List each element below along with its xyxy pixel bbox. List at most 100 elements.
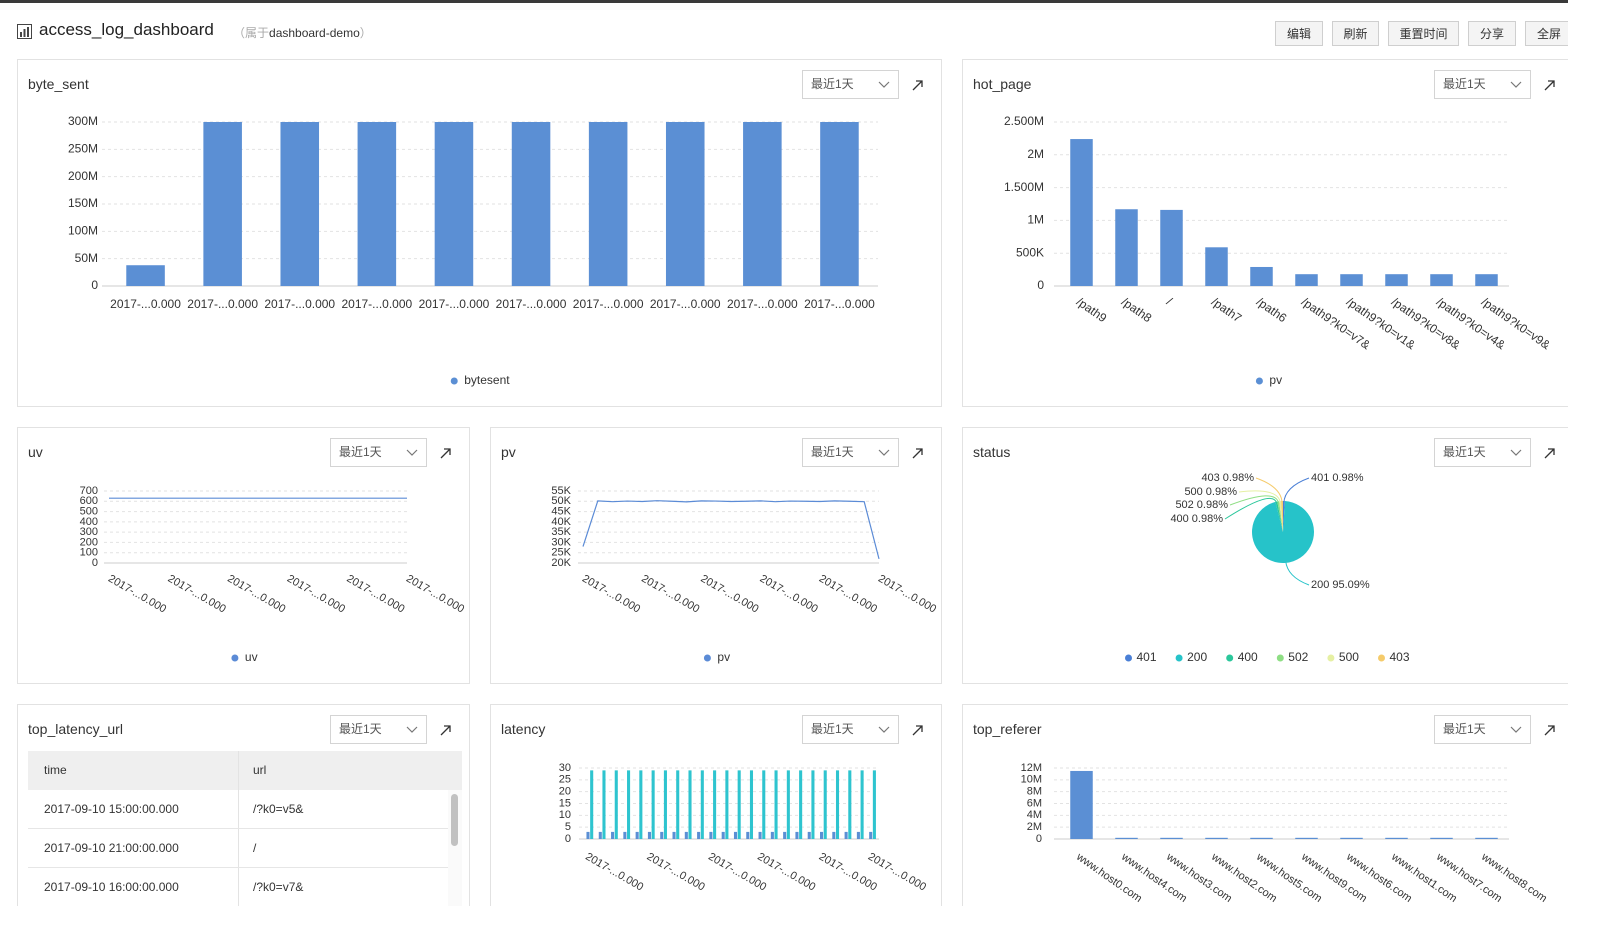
y-tick-label: 1.500M [1004,180,1044,194]
panel: 0 100 200 300 400 500 600 700 2017-...0.000 2017-… [17,427,470,684]
y-tick-label: 200M [68,169,98,183]
bar [672,831,676,839]
toolbar-button[interactable]: 编辑 [1275,21,1323,46]
x-tick-label: 2017-...0.000 [698,573,760,616]
leader-line [1224,497,1278,520]
legend-label[interactable]: 403 [1390,650,1410,664]
expand-icon[interactable] [1544,79,1556,91]
time-range-label: 最近1天 [811,722,854,736]
bar [823,770,827,839]
time-range-dropdown[interactable]: 最近1天 [330,715,427,744]
expand-icon[interactable] [1544,447,1556,459]
panel-title: status [973,444,1011,460]
column-header[interactable]: time [44,763,67,777]
legend-label[interactable]: 500 [1339,650,1359,664]
leader-line [1255,477,1283,504]
bar [1160,209,1183,286]
slice-category: 502 [1175,499,1193,511]
time-range-dropdown[interactable]: 最近1天 [802,70,899,99]
bar [709,831,713,839]
bar [614,770,618,839]
expand-icon[interactable] [912,447,924,459]
bar [280,122,320,286]
bar [651,770,655,839]
time-range-dropdown[interactable]: 最近1天 [330,438,427,467]
time-range-dropdown[interactable]: 最近1天 [802,438,899,467]
bar [1430,274,1453,286]
expand-icon[interactable] [440,447,452,459]
bar [635,831,639,839]
dashboard-icon [17,24,32,39]
chevron [1510,81,1522,88]
bar [1115,837,1138,839]
y-tick-label: 0 [1036,833,1042,845]
slice-value: 95.09% [1332,579,1370,591]
x-tick-label: /path8 [1119,295,1155,326]
dropdown-chevron [878,726,890,733]
toolbar-button[interactable]: 重置时间 [1388,21,1459,46]
panel-title: latency [501,721,546,737]
x-tick-label: /path6 [1254,295,1290,326]
time-range-dropdown[interactable]: 最近1天 [1434,438,1531,467]
slice-category: 401 [1311,472,1329,484]
expand-icon[interactable] [912,724,924,736]
owner-link[interactable]: dashboard-demo [269,26,360,40]
toolbar-button[interactable]: 刷新 [1332,21,1379,46]
bar [811,770,815,839]
panel-canvas: 20K25K30K35K40K45K50K55K2017-...0.000201… [551,485,938,664]
bar [733,831,738,839]
bar [586,831,590,839]
x-tick-label: 2017-...0.000 [106,573,168,616]
bar [684,831,688,839]
table-cell: /?k0=v5& [253,802,304,816]
bar [860,770,864,839]
legend-label[interactable]: 400 [1238,650,1258,664]
slice-value: 0.98% [1197,499,1228,511]
dropdown-chevron [878,449,890,456]
bar [869,831,873,839]
x-tick-label: 2017-...0.000 [650,297,721,311]
legend-dot [703,654,711,662]
x-tick-label: 2017-...0.000 [166,573,228,616]
legend-label[interactable]: pv [717,650,730,664]
slice-category: 500 [1184,486,1202,498]
time-range-dropdown[interactable]: 最近1天 [802,715,899,744]
slice-value: 0.98% [1332,472,1363,484]
y-tick-label: 15 [559,797,571,809]
expand-icon[interactable] [1544,724,1556,736]
column-header[interactable]: url [253,763,267,777]
expand-arrow [1544,80,1555,91]
slice-label: 403 0.98% [1201,472,1254,484]
y-tick-label: 10M [1021,774,1042,786]
legend-label[interactable]: 401 [1137,650,1157,664]
time-range-dropdown[interactable]: 最近1天 [1434,70,1531,99]
expand-icon[interactable] [440,724,452,736]
bar [783,831,787,839]
row-border [28,867,448,868]
time-range-dropdown[interactable]: 最近1天 [1434,715,1531,744]
bar [713,770,717,839]
panel-canvas: 401 0.98%200 95.09%400 0.98%502 0.98%500 0.98… [1125,472,1410,664]
y-tick-label: 250M [68,142,98,156]
legend-label[interactable]: 502 [1288,650,1308,664]
table-cell: / [253,841,257,855]
y-tick-label: 5 [565,821,571,833]
bar [660,831,664,839]
expand-arrow [912,725,923,736]
bar [807,831,811,839]
toolbar-button[interactable]: 分享 [1468,21,1516,46]
legend: bytesent [450,373,510,387]
toolbar-button[interactable]: 全屏 [1525,21,1568,46]
expand-icon[interactable] [912,79,924,91]
slice-label: 200 95.09% [1311,579,1370,591]
legend-label[interactable]: bytesent [464,373,510,387]
legend-dot [450,377,458,385]
expand-arrow [1544,448,1555,459]
expand-arrow [440,448,451,459]
legend-label[interactable]: uv [245,650,258,664]
legend-label[interactable]: pv [1269,373,1282,387]
panel-canvas: 0 500K 1M 1.500M 2M 2.500M/path9/path8 / /path7… [1004,114,1553,387]
legend-label[interactable]: 200 [1187,650,1207,664]
panel: 0 500K 1M 1.500M 2M 2.500M/path9/path8 / /path7… [962,59,1568,407]
pie-slice [1275,501,1283,532]
